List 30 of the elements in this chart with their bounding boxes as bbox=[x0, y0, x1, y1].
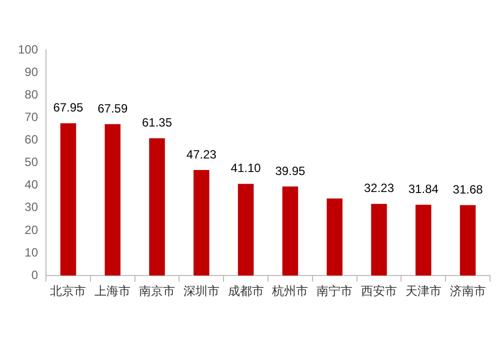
data-label: 31.84 bbox=[408, 182, 439, 196]
data-label: 67.59 bbox=[98, 101, 128, 116]
y-tick-label: 0 bbox=[31, 268, 38, 282]
x-tick-label: 杭州市 bbox=[271, 284, 308, 298]
data-label: 41.10 bbox=[230, 161, 262, 176]
y-tick-label: 80 bbox=[24, 87, 38, 102]
data-label: 61.35 bbox=[142, 116, 172, 130]
data-label: 47.23 bbox=[186, 147, 217, 162]
x-tick-label: 西安市 bbox=[361, 284, 398, 298]
y-tick-label: 10 bbox=[24, 245, 38, 260]
y-tick-label: 50 bbox=[24, 155, 38, 170]
data-label: 39.95 bbox=[275, 164, 306, 178]
x-tick-label: 济南市 bbox=[450, 284, 486, 298]
x-tick-label: 天津市 bbox=[405, 284, 442, 298]
y-tick-label: 90 bbox=[24, 64, 38, 79]
y-tick-label: 70 bbox=[24, 110, 38, 124]
x-tick-label: 深圳市 bbox=[183, 284, 220, 298]
x-tick-label: 南宁市 bbox=[316, 284, 353, 298]
x-tick-label: 南京市 bbox=[139, 284, 176, 298]
x-tick-label: 成都市 bbox=[228, 284, 264, 298]
data-label: 31.68 bbox=[452, 182, 484, 196]
x-tick-label: 上海市 bbox=[94, 284, 131, 298]
y-tick-label: 20 bbox=[24, 222, 38, 237]
y-tick-label: 30 bbox=[24, 200, 38, 214]
x-tick-label: 北京市 bbox=[50, 284, 86, 298]
y-tick-label: 100 bbox=[18, 42, 38, 56]
y-tick-label: 60 bbox=[24, 132, 38, 147]
y-tick-label: 40 bbox=[24, 178, 38, 192]
data-label: 32.23 bbox=[364, 181, 394, 196]
data-label: 67.95 bbox=[53, 100, 84, 115]
